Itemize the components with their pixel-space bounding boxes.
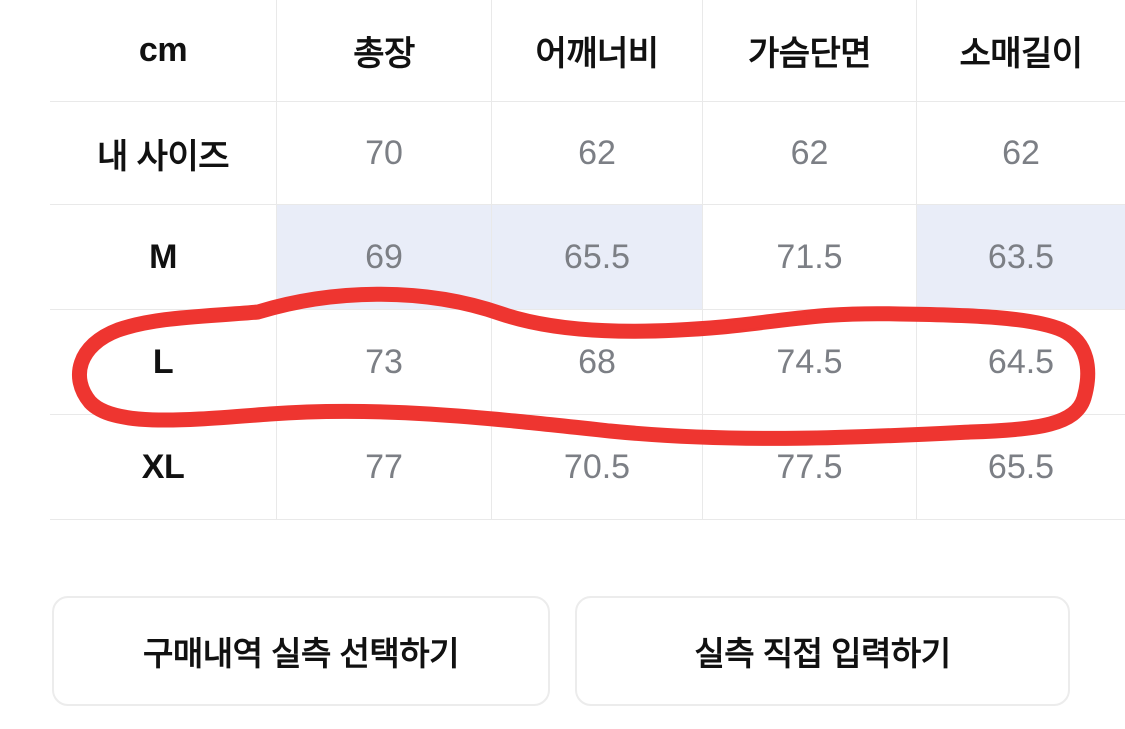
- spacer: [0, 310, 50, 415]
- spacer: [0, 0, 50, 102]
- spacer: [0, 415, 50, 520]
- column-header-shoulder-width: 어깨너비: [492, 0, 703, 102]
- size-cell: 70.5: [492, 415, 703, 520]
- size-cell-highlighted: 63.5: [917, 205, 1125, 310]
- size-cell: 62: [492, 102, 703, 205]
- row-label-m: M: [50, 205, 277, 310]
- row-label-my-size: 내 사이즈: [50, 102, 277, 205]
- size-cell: 73: [277, 310, 492, 415]
- size-cell: 62: [703, 102, 917, 205]
- size-cell: 64.5: [917, 310, 1125, 415]
- size-cell: 68: [492, 310, 703, 415]
- size-cell-highlighted: 69: [277, 205, 492, 310]
- size-cell: 77: [277, 415, 492, 520]
- size-cell: 65.5: [917, 415, 1125, 520]
- size-chart-table: cm 총장 어깨너비 가슴단면 소매길이 내 사이즈 70 62 62 62 M…: [0, 0, 1125, 520]
- size-cell: 74.5: [703, 310, 917, 415]
- column-header-chest-width: 가슴단면: [703, 0, 917, 102]
- size-cell: 70: [277, 102, 492, 205]
- row-label-xl: XL: [50, 415, 277, 520]
- spacer: [0, 205, 50, 310]
- row-label-l: L: [50, 310, 277, 415]
- size-cell: 71.5: [703, 205, 917, 310]
- enter-measurements-manually-button[interactable]: 실측 직접 입력하기: [575, 596, 1070, 706]
- column-header-sleeve-length: 소매길이: [917, 0, 1125, 102]
- column-header-total-length: 총장: [277, 0, 492, 102]
- select-measurements-from-purchases-button[interactable]: 구매내역 실측 선택하기: [52, 596, 550, 706]
- spacer: [0, 102, 50, 205]
- size-cell: 77.5: [703, 415, 917, 520]
- column-header-unit: cm: [50, 0, 277, 102]
- size-cell: 62: [917, 102, 1125, 205]
- size-cell-highlighted: 65.5: [492, 205, 703, 310]
